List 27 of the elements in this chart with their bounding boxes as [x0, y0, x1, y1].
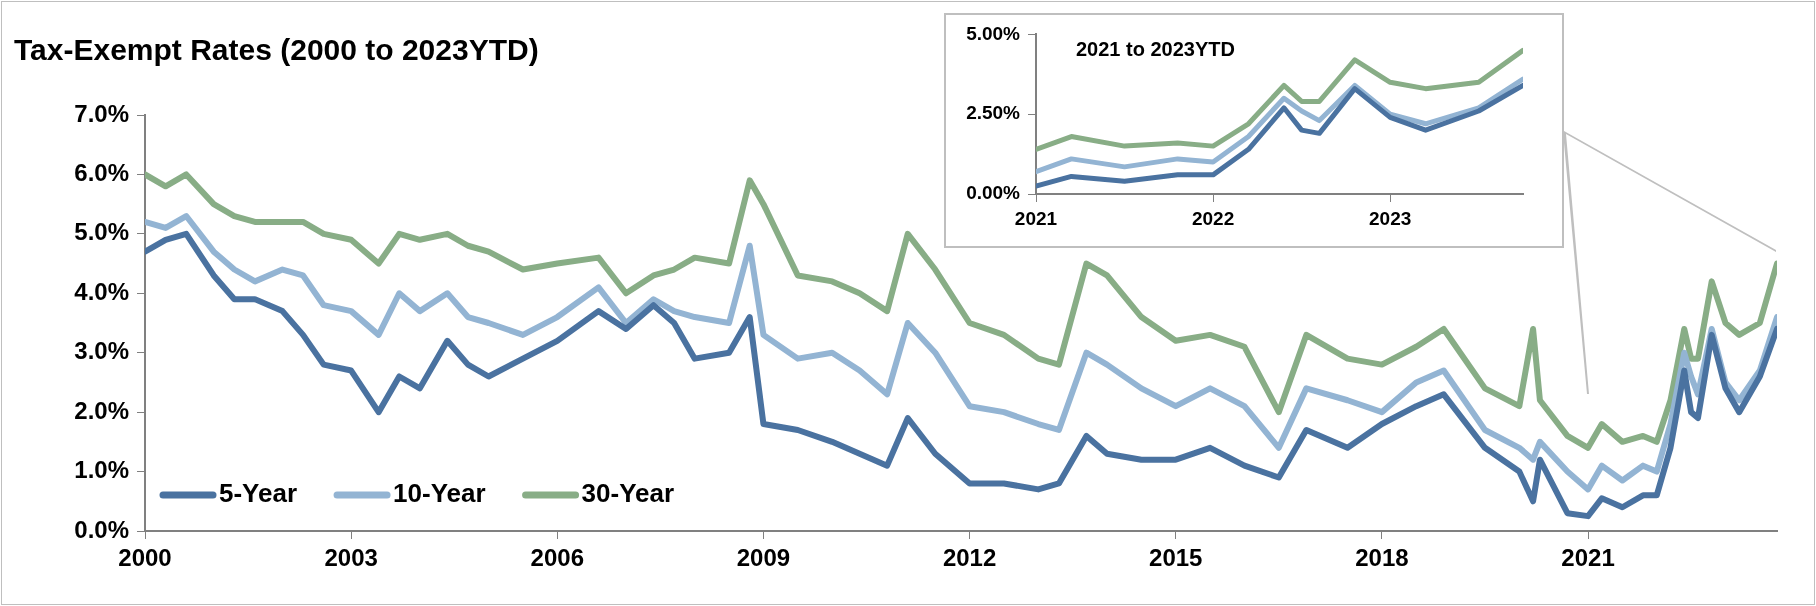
x-tick-label: 2009	[736, 544, 791, 572]
x-tick-label: 2021	[1561, 544, 1615, 572]
x-tick-label: 2015	[1149, 544, 1203, 572]
y-tick-label: 0.0%	[74, 515, 129, 543]
y-tick-label: 2.50%	[966, 102, 1021, 124]
x-tick-label: 2000	[118, 544, 172, 572]
y-tick-label: 5.0%	[74, 218, 129, 246]
y-tick-label: 3.0%	[74, 337, 129, 365]
chart-title: Tax-Exempt Rates (2000 to 2023YTD)	[14, 33, 539, 67]
y-tick-label: 1.0%	[74, 456, 129, 484]
x-tick-label: 2006	[530, 544, 584, 572]
legend-label: 30-Year	[581, 478, 675, 509]
legend-label: 5-Year	[219, 478, 298, 509]
y-tick-label: 2.0%	[74, 396, 129, 424]
y-tick-label: 5.00%	[966, 22, 1021, 44]
y-tick-label: 7.0%	[74, 99, 129, 127]
chart-title: 2021 to 2023YTD	[1076, 37, 1235, 60]
x-tick-label: 2003	[324, 544, 378, 572]
y-tick-label: 4.0%	[74, 277, 129, 305]
x-tick-label: 2022	[1191, 207, 1235, 229]
y-tick-label: 6.0%	[74, 159, 129, 187]
x-tick-label: 2021	[1014, 207, 1058, 229]
legend-label: 10-Year	[393, 478, 486, 509]
x-tick-label: 2012	[942, 544, 997, 572]
x-tick-label: 2018	[1355, 544, 1409, 572]
y-tick-label: 0.00%	[966, 182, 1021, 204]
x-tick-label: 2023	[1369, 207, 1412, 229]
